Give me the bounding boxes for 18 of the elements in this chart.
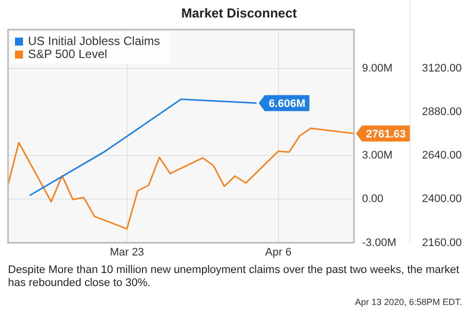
legend-label: S&P 500 Level <box>28 46 108 61</box>
y2-tick-label: 2640.00 <box>422 150 462 162</box>
y2-tick-label: 3120.00 <box>422 62 462 74</box>
data-label: 2761.63 <box>366 128 406 140</box>
y-tick-label: 9.00M <box>362 62 393 74</box>
y2-tick-label: 2400.00 <box>422 193 462 206</box>
legend-label: US Initial Jobless Claims <box>28 34 160 48</box>
y2-tick-label: 2160.00 <box>422 236 462 249</box>
x-tick-label: Apr 6 <box>265 246 292 258</box>
y-tick-label: 0.00 <box>362 193 384 206</box>
y-tick-label: -3.00M <box>362 236 396 249</box>
x-tick-label: Mar 23 <box>110 246 144 258</box>
text: Despite More than 10 million new unemployment claims over the past two weeks, the market has rebounded close to 30%. <box>8 264 460 290</box>
y2-tick-label: 2880.00 <box>422 106 462 118</box>
chart-title: Market Disconnect <box>181 5 298 20</box>
text: Apr 13 2020, 6:58PM EDT. <box>354 297 462 307</box>
y-tick-label: 3.00M <box>362 150 393 162</box>
data-label: 6.606M <box>268 98 306 110</box>
